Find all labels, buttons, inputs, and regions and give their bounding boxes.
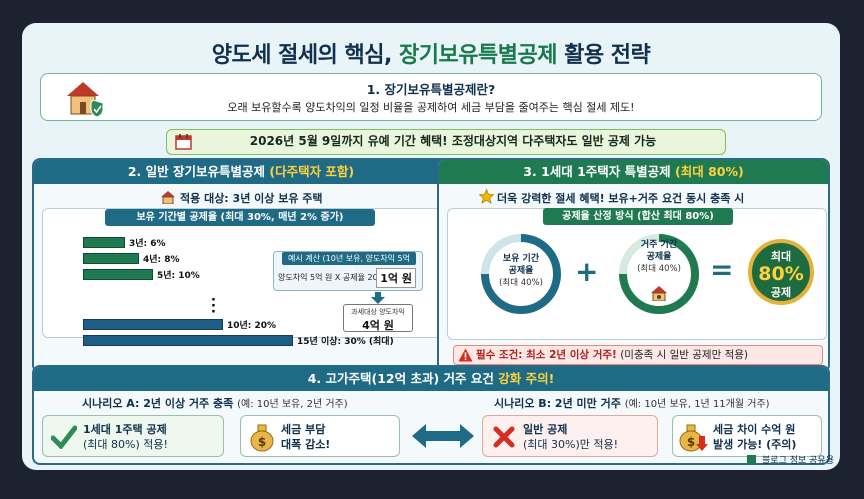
- svg-text:$: $: [687, 435, 695, 449]
- scenario-b-result-1: 일반 공제 (최대 30%)만 적용!: [482, 415, 658, 457]
- section-3-header: 3. 1세대 1주택자 특별공제 (최대 80%): [439, 160, 828, 184]
- calendar-icon: [175, 134, 192, 150]
- resident-house-icon: [651, 286, 667, 301]
- bar-label-5: 15년 이상: 30% (최대): [297, 337, 394, 347]
- bar-5: [83, 335, 293, 346]
- equals-icon: =: [710, 253, 734, 286]
- example-formula: 양도차익 5억 원 X 공제율 20% =: [278, 273, 395, 282]
- scenario-a-result-2: $ 세금 부담 대폭 감소!: [240, 415, 400, 457]
- residence-warning: 필수 조건: 최소 2년 이상 거주! (미충족 시 일반 공제만 적용): [453, 345, 823, 365]
- section-1-definition: 1. 장기보유특별공제란? 오래 보유할수록 양도차익의 일정 비율을 공제하여…: [40, 73, 822, 121]
- section-3-subtitle: 더욱 강력한 절세 혜택! 보유+거주 요건 동시 충족 시: [497, 192, 745, 205]
- scenario-b-title: 시나리오 B: 2년 미만 거주 (예: 10년 보유, 1년 11개월 거주): [494, 397, 770, 410]
- money-bag-icon: $: [250, 424, 274, 452]
- cross-icon: [493, 426, 515, 448]
- chart-title: 보유 기간별 공제율 (최대 30%, 매년 2% 증가): [105, 209, 375, 226]
- bar-label-2: 4년: 8%: [143, 255, 180, 265]
- example-calc: 예시 계산 (10년 보유, 양도차익 5억 원) 양도차익 5억 원 X 공제…: [273, 251, 423, 291]
- max-80-badge: 최대 80% 공제: [748, 239, 814, 305]
- section-1-title: 1. 장기보유특별공제란?: [366, 82, 496, 97]
- section-1-desc: 오래 보유할수록 양도차익의 일정 비율을 공제하여 세금 부담을 줄여주는 핵…: [227, 101, 635, 114]
- bar-3: [83, 269, 153, 280]
- bar-label-3: 5년: 10%: [157, 271, 200, 281]
- plus-icon: +: [575, 255, 599, 288]
- residence-rate-label: 거주 기간 공제율 (최대 40%): [637, 240, 681, 274]
- house-shield-icon: [67, 82, 104, 118]
- section-4-header: 4. 고가주택(12억 초과) 거주 요건 강화 주의!: [34, 367, 828, 391]
- section-2-target: 적용 대상: 3년 이상 보유 주택: [180, 192, 323, 205]
- money-loss-icon: $: [679, 424, 708, 452]
- scenario-b-result-2: $ 세금 차이 수억 원 발생 가능! (주의): [672, 415, 822, 457]
- compare-arrows-icon: [412, 424, 474, 448]
- scenario-a-result-1: 1세대 1주택 공제 (최대 80%) 적용!: [42, 415, 224, 457]
- warning-icon: [458, 348, 473, 362]
- footer-note: 블로그 정보 공유용: [747, 453, 834, 466]
- infographic-card: 양도세 절세의 핵심, 장기보유특별공제 활용 전략 1. 장기보유특별공제란?…: [22, 23, 840, 470]
- bar-label-1: 3년: 6%: [129, 239, 166, 249]
- section-2-header: 2. 일반 장기보유특별공제 (다주택자 포함): [34, 160, 448, 184]
- taxable-gain-box: 과세대상 양도차익 4억 원: [343, 304, 413, 332]
- chart-icon: [747, 455, 757, 464]
- scenario-a-title: 시나리오 A: 2년 이상 거주 충족 (예: 10년 보유, 2년 거주): [82, 397, 348, 410]
- page-title: 양도세 절세의 핵심, 장기보유특별공제 활용 전략: [211, 43, 651, 68]
- star-icon: [479, 189, 494, 204]
- example-title: 예시 계산 (10년 보유, 양도차익 5억 원): [282, 252, 416, 276]
- svg-text:$: $: [258, 435, 266, 449]
- house-icon: [161, 191, 175, 204]
- ellipsis: · · ·: [211, 293, 216, 320]
- method-title: 공제율 산정 방식 (합산 최대 80%): [543, 208, 733, 225]
- bar-2: [83, 253, 139, 264]
- residence-rate-ring: [619, 234, 699, 314]
- grace-period-notice: 2026년 5월 9일까지 유예 기간 혜택! 조정대상지역 다주택자도 일반 …: [166, 129, 726, 155]
- example-result: 1억 원: [376, 268, 416, 288]
- bar-1: [83, 237, 125, 248]
- method-box: 공제율 산정 방식 (합산 최대 80%) 보유 기간 공제율 (최대 40%)…: [447, 208, 827, 340]
- holding-rate-ring: [481, 234, 561, 314]
- section-4-luxury-house: 4. 고가주택(12억 초과) 거주 요건 강화 주의! 시나리오 A: 2년 …: [32, 365, 830, 465]
- section-2-general-deduction: 2. 일반 장기보유특별공제 (다주택자 포함) 적용 대상: 3년 이상 보유…: [32, 158, 450, 373]
- holding-rate-label: 보유 기간 공제율 (최대 40%): [499, 254, 543, 288]
- section-3-special-deduction: 3. 1세대 1주택자 특별공제 (최대 80%) 더욱 강력한 절세 혜택! …: [437, 158, 830, 373]
- bar-4: [83, 319, 223, 330]
- arrow-down-icon: [371, 292, 385, 304]
- bar-label-4: 10년: 20%: [227, 321, 277, 331]
- check-icon: [51, 425, 77, 449]
- deduction-rate-chart: 보유 기간별 공제율 (최대 30%, 매년 2% 증가) 3년: 6% 4년: …: [42, 208, 442, 347]
